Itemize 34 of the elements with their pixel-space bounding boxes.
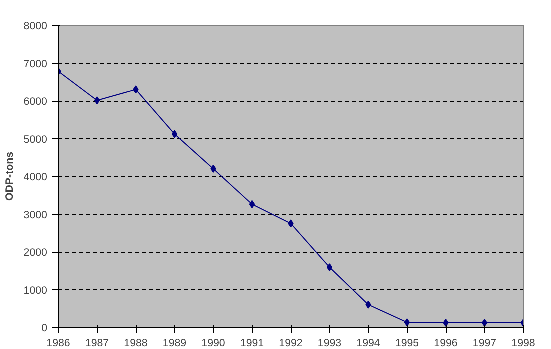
point [366,300,372,309]
x-tick-label: 1998 [512,338,536,349]
x-tick-label: 1997 [472,338,497,349]
point [326,263,333,272]
y-tick-label: 4000 [24,172,48,184]
x-tick-label: 1988 [124,338,148,349]
y-tick-label: 7000 [24,58,48,70]
point [249,200,256,208]
x-tick-label: 1987 [85,338,110,349]
point [482,318,488,327]
y-tick-label: 6000 [24,96,48,108]
y-tick-label: 1000 [24,284,48,297]
x-tick-label: 1993 [318,338,342,349]
x-tick-label: 1996 [434,338,458,349]
x-tick-label: 1995 [395,338,420,349]
x-tick-label: 1986 [46,338,70,349]
point [94,96,100,105]
y-tick-label: 0 [42,322,48,334]
x-tick-label: 1989 [162,338,187,349]
x-tick-label: 1994 [356,338,380,349]
y-tick-label: 8000 [24,20,48,32]
point [404,318,410,327]
x-tick-label: 1991 [240,338,264,349]
x-tick-label: 1992 [279,338,303,349]
point [443,318,449,327]
point [210,164,216,173]
y-tick-label: 5000 [24,134,48,146]
x-tick-label: 1990 [202,338,226,349]
y-tick-label: 2000 [24,247,48,259]
y-axis-title: ODP-tons [4,152,16,202]
point [133,86,139,94]
point [172,130,178,138]
point [288,220,294,228]
y-tick-label: 3000 [24,209,48,222]
